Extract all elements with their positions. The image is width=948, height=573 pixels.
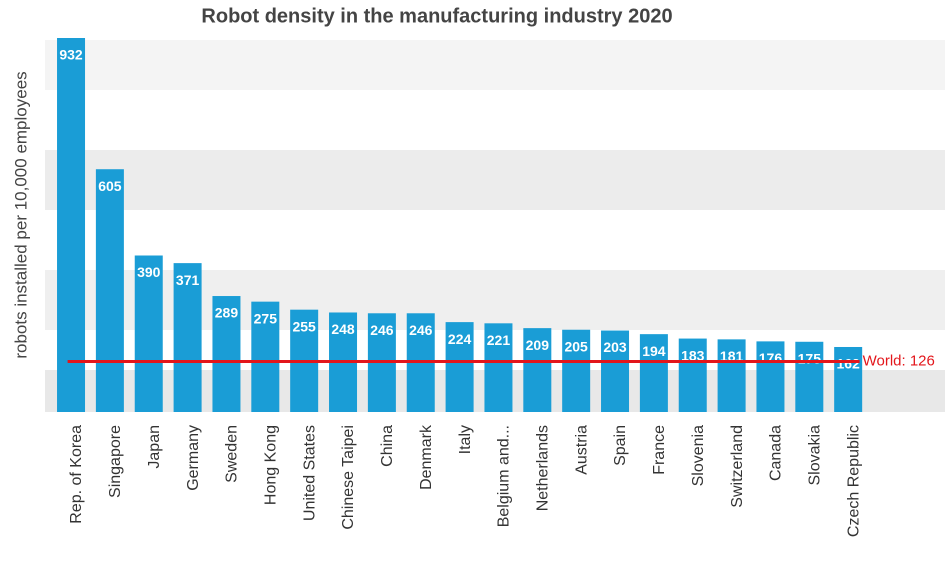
bar [834,346,863,412]
value-label: 194 [642,343,666,359]
value-label: 203 [603,339,627,355]
x-tick-label: Slovenia [690,425,707,486]
bar [251,301,280,412]
x-tick-label: Singapore [107,425,124,498]
bar [57,38,86,412]
x-tick-label: Hong Kong [263,425,280,505]
x-tick-label: Canada [768,425,785,481]
x-tick-label: United States [301,425,318,521]
bar [639,334,668,412]
bar [212,296,241,412]
x-tick-label: Denmark [418,424,435,490]
x-tick-label: Spain [612,425,629,466]
value-label: 932 [59,47,83,63]
bar [601,330,630,412]
x-tick-label: China [379,425,396,467]
background-band [45,40,945,90]
x-tick-label: Italy [457,425,474,454]
reference-label: World: 126 [863,352,935,369]
x-tick-label: Chinese Taipei [340,425,357,530]
bar [756,341,785,412]
value-label: 246 [370,322,394,338]
x-tick-label: France [651,425,668,475]
value-label: 176 [759,350,783,366]
value-label: 205 [564,338,588,354]
value-label: 390 [137,264,161,280]
value-label: 289 [215,305,239,321]
bar [523,328,552,412]
value-label: 275 [254,310,278,326]
x-tick-label: Netherlands [535,425,552,511]
value-label: 371 [176,272,200,288]
x-tick-label: Czech Republic [845,425,862,537]
background-band [45,150,945,210]
x-tick-label: Switzerland [729,425,746,508]
value-label: 246 [409,322,433,338]
value-label: 175 [798,350,822,366]
x-tick-label: Slovakia [807,425,824,486]
y-axis-title: robots installed per 10,000 employees [11,71,30,358]
value-label: 162 [836,356,860,372]
value-label: 209 [526,337,550,353]
x-tick-label: Belgium and... [496,425,513,527]
bar [795,341,824,412]
bar [562,329,591,412]
x-tick-label: Rep. of Korea [68,425,85,524]
x-tick-label: Sweden [224,425,241,483]
value-label: 255 [292,318,316,334]
bar [678,338,707,412]
value-label: 605 [98,178,122,194]
bar [95,169,124,412]
x-tick-label: Austria [573,425,590,475]
bar [134,255,163,412]
x-tick-label: Japan [146,425,163,469]
bar [717,339,746,412]
value-label: 248 [331,321,355,337]
x-tick-label: Germany [185,425,202,491]
value-label: 221 [487,332,511,348]
bar [445,322,474,412]
chart-title: Robot density in the manufacturing indus… [201,5,672,27]
value-label: 183 [681,347,705,363]
bar [173,263,202,412]
value-label: 224 [448,331,472,347]
bar [484,323,513,412]
